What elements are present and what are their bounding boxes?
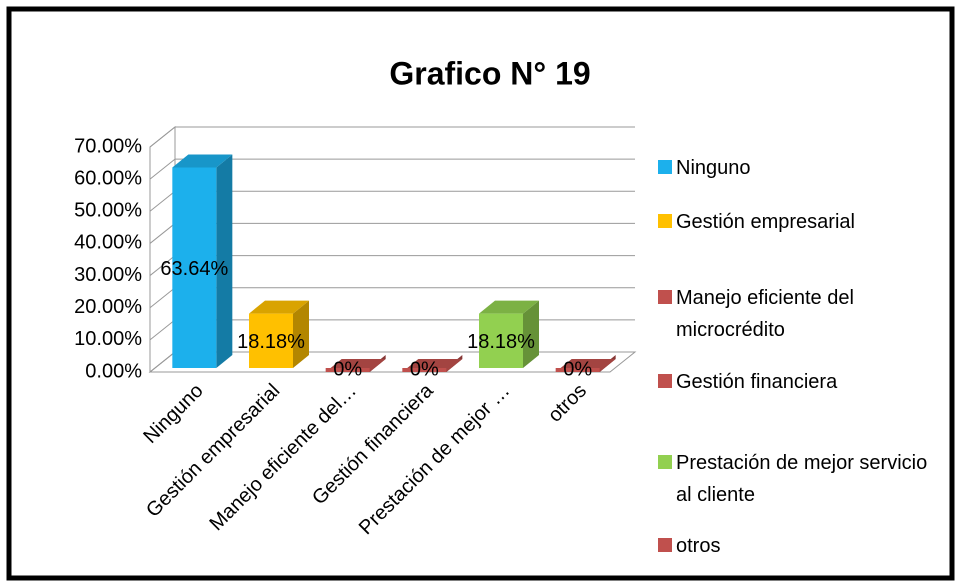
grid-line bbox=[149, 126, 635, 148]
bar-front bbox=[325, 368, 370, 372]
bar-front bbox=[172, 167, 217, 368]
data-label: 0% bbox=[410, 358, 439, 380]
legend-label: Manejo eficiente del microcrédito bbox=[676, 287, 854, 341]
bar-front bbox=[402, 368, 447, 372]
bar bbox=[402, 355, 463, 372]
chart-title: Grafico N° 19 bbox=[389, 55, 590, 91]
legend-item: otros bbox=[658, 530, 948, 562]
legend-swatch bbox=[658, 374, 672, 388]
legend-label: otros bbox=[676, 535, 721, 557]
bar bbox=[172, 154, 233, 368]
bar-front bbox=[555, 368, 600, 372]
bar-front bbox=[479, 313, 523, 368]
legend-swatch bbox=[658, 160, 672, 174]
data-label: 18.18% bbox=[237, 331, 305, 353]
bar-top bbox=[479, 300, 539, 314]
y-tick-label: 0.00% bbox=[85, 360, 142, 382]
bar bbox=[479, 300, 539, 368]
y-tick-label: 50.00% bbox=[74, 200, 142, 222]
bar-top bbox=[172, 154, 233, 168]
y-tick-label: 10.00% bbox=[74, 328, 142, 350]
legend-item: Gestión empresarial bbox=[658, 206, 948, 238]
bar-side bbox=[293, 300, 309, 368]
y-tick-label: 60.00% bbox=[74, 167, 142, 189]
legend-item: Gestión financiera bbox=[658, 366, 948, 398]
bar-front bbox=[249, 313, 293, 368]
legend-label: Prestación de mejor servicio al cliente bbox=[676, 452, 928, 506]
y-tick-label: 30.00% bbox=[74, 264, 142, 286]
bar-top bbox=[249, 300, 309, 314]
data-label: 18.18% bbox=[467, 331, 535, 353]
grid-line bbox=[149, 158, 635, 180]
y-tick-label: 20.00% bbox=[74, 296, 142, 318]
chart-border bbox=[6, 6, 955, 581]
legend-swatch bbox=[658, 538, 672, 552]
y-tick-label: 70.00% bbox=[74, 135, 142, 157]
data-label: 63.64% bbox=[160, 258, 228, 280]
legend-swatch bbox=[658, 455, 672, 469]
data-label: 0% bbox=[563, 358, 592, 380]
legend-item: Manejo eficiente del microcrédito bbox=[658, 282, 948, 346]
legend-swatch bbox=[658, 290, 672, 304]
bar bbox=[325, 355, 386, 372]
legend-label: Gestión financiera bbox=[676, 371, 838, 393]
y-tick-label: 40.00% bbox=[74, 232, 142, 254]
legend-item: Prestación de mejor servicio al cliente bbox=[658, 447, 948, 511]
bar-side bbox=[523, 300, 539, 368]
legend-label: Ninguno bbox=[676, 157, 751, 179]
legend-swatch bbox=[658, 214, 672, 228]
bar bbox=[555, 355, 616, 372]
legend-item: Ninguno bbox=[658, 152, 948, 184]
bar bbox=[249, 300, 309, 368]
bar-side bbox=[216, 154, 233, 368]
legend-label: Gestión empresarial bbox=[676, 211, 855, 233]
data-label: 0% bbox=[333, 358, 362, 380]
